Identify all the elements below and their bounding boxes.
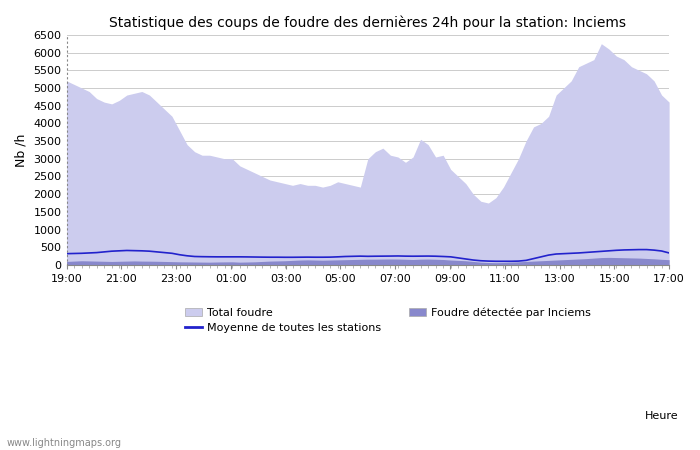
Legend: Total foudre, Moyenne de toutes les stations, Foudre détectée par Inciems: Total foudre, Moyenne de toutes les stat…: [181, 303, 596, 338]
Title: Statistique des coups de foudre des dernières 24h pour la station: Inciems: Statistique des coups de foudre des dern…: [109, 15, 626, 30]
Y-axis label: Nb /h: Nb /h: [15, 133, 28, 166]
Text: www.lightningmaps.org: www.lightningmaps.org: [7, 438, 122, 448]
Text: Heure: Heure: [645, 411, 679, 421]
